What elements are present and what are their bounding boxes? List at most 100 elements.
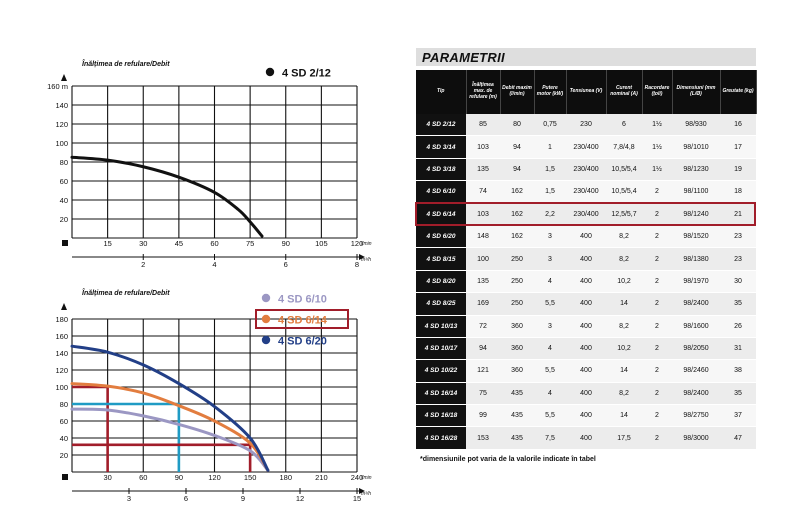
table-cell: 230/400 [566, 203, 606, 226]
table-cell: 98/2750 [672, 404, 720, 428]
series-line [70, 155, 264, 238]
table-cell: 400 [566, 426, 606, 450]
table-cell: 2 [642, 225, 672, 249]
x-tick-label: 90 [175, 473, 183, 482]
y-tick-label: 160 m [47, 82, 68, 91]
secondary-x-tick-label: 6 [284, 260, 288, 269]
table-cell: 23 [720, 225, 756, 249]
table-cell: 400 [566, 225, 606, 249]
table-cell: 162 [500, 225, 534, 249]
table-cell: 100 [466, 247, 500, 271]
table-cell: 8,2 [606, 247, 642, 271]
model-cell: 4 SD 2/12 [416, 114, 466, 137]
model-cell: 4 SD 16/18 [416, 404, 466, 428]
y-axis-label: Înălțimea de refulare/Debit [82, 59, 170, 68]
table-cell: 98/1970 [672, 270, 720, 294]
table-cell: 26 [720, 315, 756, 338]
table-cell: 230/400 [566, 158, 606, 182]
table-cell: 230/400 [566, 135, 606, 159]
table-cell: 103 [466, 135, 500, 159]
table-cell: 153 [466, 426, 500, 450]
y-tick-label: 60 [60, 417, 68, 426]
y-tick-label: 140 [55, 349, 68, 358]
secondary-x-tick-label: 2 [141, 260, 145, 269]
y-tick-label: 20 [60, 215, 68, 224]
model-cell: 4 SD 6/14 [416, 203, 466, 226]
table-cell: 10,2 [606, 270, 642, 294]
x-tick-label: 180 [279, 473, 292, 482]
legend-marker [261, 335, 271, 345]
table-row: 4 SD 6/20 148 162 3 400 8,2 2 98/1520 23 [416, 225, 756, 249]
table-cell: 400 [566, 337, 606, 361]
parameters-table: Tip Înălțimea max. de refulare (m) Debit m… [416, 70, 757, 450]
table-cell: 30 [720, 270, 756, 294]
table-cell: 98/930 [672, 114, 720, 137]
table-row: 4 SD 16/14 75 435 4 400 8,2 2 98/2400 35 [416, 382, 756, 406]
table-cell: 5,5 [534, 292, 566, 316]
x-tick-label: 15 [103, 239, 111, 248]
table-cell: 162 [500, 203, 534, 226]
table-cell: 72 [466, 315, 500, 338]
legend-marker [261, 293, 271, 303]
table-cell: 99 [466, 404, 500, 428]
table-cell: 400 [566, 292, 606, 316]
table-cell: 1½ [642, 158, 672, 182]
operating-point-guide [72, 443, 252, 472]
table-cell: 98/2400 [672, 382, 720, 406]
table-row: 4 SD 10/22 121 360 5,5 400 14 2 98/2460 38 [416, 359, 756, 383]
table-row: 4 SD 10/13 72 360 3 400 8,2 2 98/1600 26 [416, 315, 756, 338]
table-cell: 250 [500, 270, 534, 294]
table-cell: 2 [642, 426, 672, 450]
legend-marker [265, 67, 275, 77]
table-cell: 98/1520 [672, 225, 720, 249]
table-cell: 75 [466, 382, 500, 406]
model-cell: 4 SD 6/10 [416, 180, 466, 204]
y-tick-label: 20 [60, 451, 68, 460]
table-cell: 98/1100 [672, 180, 720, 204]
table-cell: 10,5/5,4 [606, 158, 642, 182]
series-line [70, 382, 270, 472]
legend-label: 4 SD 2/12 [282, 68, 331, 80]
table-cell: 360 [500, 315, 534, 338]
y-tick-label: 120 [55, 366, 68, 375]
table-cell: 121 [466, 359, 500, 383]
x-unit-label: l/min [361, 475, 372, 481]
table-cell: 98/1240 [672, 203, 720, 226]
model-cell: 4 SD 10/17 [416, 337, 466, 361]
x-tick-label: 120 [351, 239, 364, 248]
table-row: 4 SD 8/15 100 250 3 400 8,2 2 98/1380 23 [416, 247, 756, 271]
legend-item: 4 SD 6/10 [261, 293, 327, 306]
y-tick-label: 60 [60, 177, 68, 186]
legend-label: 4 SD 6/10 [278, 294, 327, 306]
x-tick-label: 120 [208, 473, 221, 482]
table-cell: 19 [720, 158, 756, 182]
parameters-title: PARAMETRII [416, 48, 756, 66]
table-row: 4 SD 2/12 85 80 0,75 230 6 1½ 98/930 16 [416, 114, 756, 137]
x-tick-label: 75 [246, 239, 254, 248]
x-tick-label: 150 [244, 473, 257, 482]
series-line [70, 344, 270, 472]
table-cell: 98/1600 [672, 315, 720, 338]
table-cell: 35 [720, 292, 756, 316]
table-cell: 400 [566, 247, 606, 271]
operating-point-guide [72, 402, 181, 472]
legend-item: 4 SD 6/14 [255, 309, 349, 329]
table-cell: 8,2 [606, 225, 642, 249]
model-cell: 4 SD 10/13 [416, 315, 466, 338]
x-tick-label: 60 [210, 239, 218, 248]
origin-marker [62, 474, 68, 480]
table-cell: 12,5/5,7 [606, 203, 642, 226]
table-cell: 8,2 [606, 315, 642, 338]
x-tick-label: 90 [282, 239, 290, 248]
model-cell: 4 SD 8/15 [416, 247, 466, 271]
table-cell: 35 [720, 382, 756, 406]
x-tick-label: 30 [139, 239, 147, 248]
model-cell: 4 SD 3/18 [416, 158, 466, 182]
y-tick-label: 120 [55, 120, 68, 129]
table-cell: 98/2050 [672, 337, 720, 361]
table-cell: 1½ [642, 114, 672, 137]
table-cell: 435 [500, 426, 534, 450]
table-cell: 2 [642, 315, 672, 338]
table-header-cell: Curent nominal (A) [606, 70, 643, 114]
table-cell: 2 [642, 247, 672, 271]
